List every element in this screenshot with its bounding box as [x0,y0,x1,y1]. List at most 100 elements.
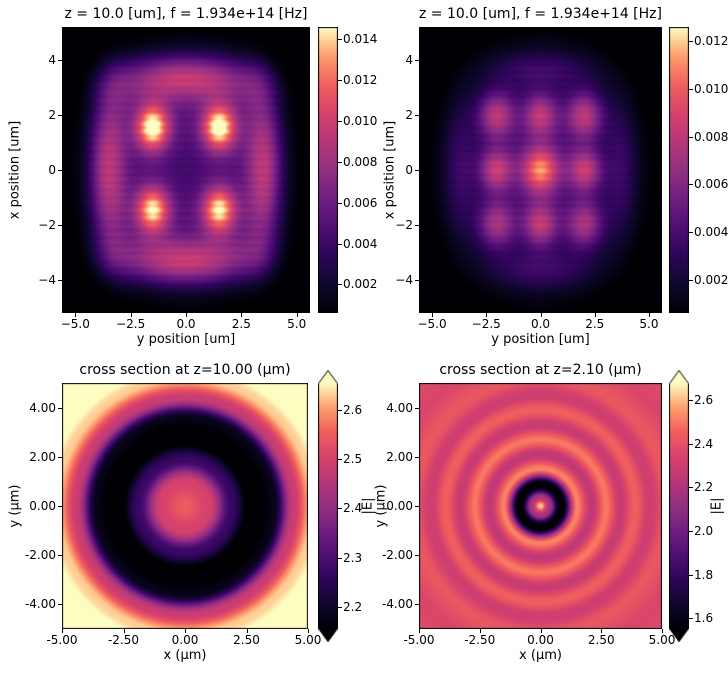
colorbar-tick-label: 0.012 [694,34,728,49]
colorbar [318,27,338,313]
x-tick-mark [540,313,542,317]
x-tick-mark [62,629,63,633]
y-tick-mark [415,604,419,606]
y-tick-label: 4 [48,53,56,67]
y-tick-label: -4.00 [381,597,413,612]
colorbar-tick-mark [689,184,693,186]
colorbar-tick-label: 2.2 [694,480,714,495]
y-tick-mark [415,407,419,409]
colorbar-tick-label: 2.2 [343,599,363,614]
x-tick-mark [185,629,186,633]
y-tick-mark [415,60,419,61]
colorbar-tick-label: 0.010 [343,113,378,128]
y-tick-label: 4 [405,53,413,67]
colorbar-tick-mark [338,508,342,510]
colorbar-tick-label: 2.4 [694,436,714,451]
colorbar-tick-label: 0.004 [694,224,728,239]
colorbar [669,27,689,313]
colorbar-tick-label: 0.008 [694,129,728,144]
colorbar-tick-mark [689,487,693,489]
colorbar-tick-mark [689,136,693,138]
colorbar [669,370,689,642]
x-tick-label: -2.50 [107,633,140,647]
y-tick-label: −2 [395,218,413,232]
colorbar-tick-mark [338,202,342,204]
y-tick-label: -2.00 [24,548,56,563]
x-tick-label: 0.00 [171,633,199,647]
x-tick-mark [75,313,77,317]
x-tick-label: 5.0 [639,317,659,331]
heatmap-image [62,383,308,629]
colorbar-tick-mark [338,39,342,41]
y-tick-label: −4 [38,273,56,287]
heatmap-image [419,27,662,313]
x-tick-label: 2.5 [585,317,605,331]
colorbar-tick-mark [338,284,342,286]
colorbar-tick-mark [689,400,693,402]
colorbar-tick-mark [689,618,693,620]
x-tick-label: -5.00 [403,633,435,647]
colorbar-tick-label: 0.002 [343,277,378,292]
x-tick-mark [246,629,248,633]
colorbar-tick-label: 0.014 [343,32,378,47]
x-axis-label: y position [um] [491,332,590,347]
y-tick-label: 4.00 [386,400,413,415]
colorbar-tick-label: 2.3 [343,550,363,565]
y-tick-mark [58,60,62,61]
x-tick-mark [662,629,663,633]
x-tick-label: 2.50 [233,633,260,647]
y-tick-mark [415,280,419,281]
colorbar-tick-mark [338,459,342,461]
y-tick-label: -4.00 [24,597,56,612]
colorbar-tick-label: 0.002 [694,272,728,287]
x-tick-label: 2.50 [587,633,615,647]
y-tick-label: -2.00 [381,548,413,563]
x-tick-label: 5.0 [287,317,307,331]
y-tick-mark [58,407,62,409]
colorbar-tick-label: 0.006 [694,177,728,192]
colorbar-tick-label: 2.6 [694,393,714,408]
colorbar-tick-mark [689,574,693,576]
y-tick-mark [58,506,62,507]
colorbar-tick-label: 0.010 [694,81,728,96]
x-tick-mark [486,313,488,317]
y-tick-mark [58,604,62,606]
colorbar-tick-mark [338,243,342,245]
plot-title: z = 10.0 [um], f = 1.934e+14 [Hz] [419,6,662,22]
colorbar-tick-label: 0.004 [343,236,378,251]
y-tick-label: −4 [395,273,413,287]
x-tick-label: −5.0 [417,317,447,331]
x-axis-label: y position [um] [136,332,236,347]
plot-title: z = 10.0 [um], f = 1.934e+14 [Hz] [64,6,308,22]
x-tick-label: 5.00 [648,633,676,647]
colorbar-tick-label: 2.4 [343,501,363,516]
y-tick-mark [415,456,419,458]
colorbar-tick-mark [338,557,342,559]
x-tick-mark [186,313,187,317]
colorbar-tick-mark [689,279,693,281]
y-tick-mark [58,555,62,557]
colorbar-label: |E| [709,497,725,515]
y-tick-label: 0 [405,163,413,177]
colorbar-tick-mark [338,410,342,412]
y-tick-mark [415,225,419,226]
heatmap-image [62,27,310,313]
colorbar-tick-label: 1.8 [694,567,714,582]
y-tick-label: 0.00 [386,499,413,513]
y-tick-mark [58,280,62,281]
x-tick-label: −5.0 [60,317,90,331]
colorbar-tick-mark [338,120,342,122]
y-tick-label: 0.00 [29,499,56,513]
y-tick-mark [58,225,62,226]
x-tick-mark [432,313,434,317]
colorbar-tick-label: 2.5 [343,452,363,467]
x-tick-mark [241,313,243,317]
x-tick-mark [479,629,481,633]
x-tick-label: -5.00 [46,633,78,647]
colorbar [318,370,338,642]
y-tick-label: 0 [48,163,56,177]
x-tick-label: −2.5 [471,317,501,331]
